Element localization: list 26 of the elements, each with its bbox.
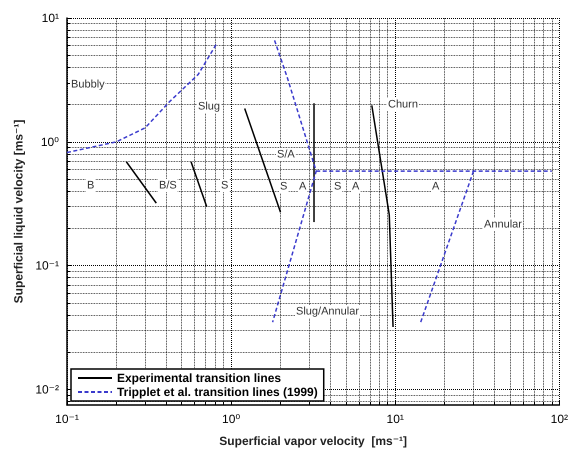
annotation: S	[280, 180, 288, 192]
annotation: Churn	[388, 98, 418, 110]
x-tick-label: 10⁰	[222, 412, 240, 426]
y-axis-title: Superficial liquid velocity [ms⁻¹]	[11, 120, 26, 304]
annotation: B	[87, 180, 94, 192]
y-tick-label: 10⁰	[40, 134, 60, 149]
annotation: Annular	[484, 218, 522, 230]
annotation: B/S	[159, 180, 177, 192]
legend-label: Tripplet et al. transition lines (1999)	[117, 385, 318, 399]
annotation: S	[334, 180, 342, 192]
annotation: S	[221, 180, 228, 192]
x-tick-label: 10¹	[386, 412, 404, 426]
x-tick-label: 10⁻¹	[55, 412, 79, 426]
annotation: Slug	[198, 100, 220, 112]
annotation: Bubbly	[71, 78, 106, 90]
y-tick-label: 10⁻²	[35, 382, 59, 397]
y-tick-label: 10¹	[42, 11, 60, 25]
legend-label: Experimental transition lines	[117, 371, 282, 385]
annotation: Slug/Annular	[296, 306, 360, 318]
annotation: A	[299, 180, 307, 192]
x-axis-title: Superficial vapor velocity [ms⁻¹]	[219, 434, 408, 448]
y-tick-label: 10⁻¹	[35, 258, 59, 273]
annotation: A	[352, 180, 360, 192]
annotation: A	[432, 180, 440, 192]
x-tick-label: 10²	[550, 412, 568, 426]
annotation: S/A	[277, 148, 296, 160]
